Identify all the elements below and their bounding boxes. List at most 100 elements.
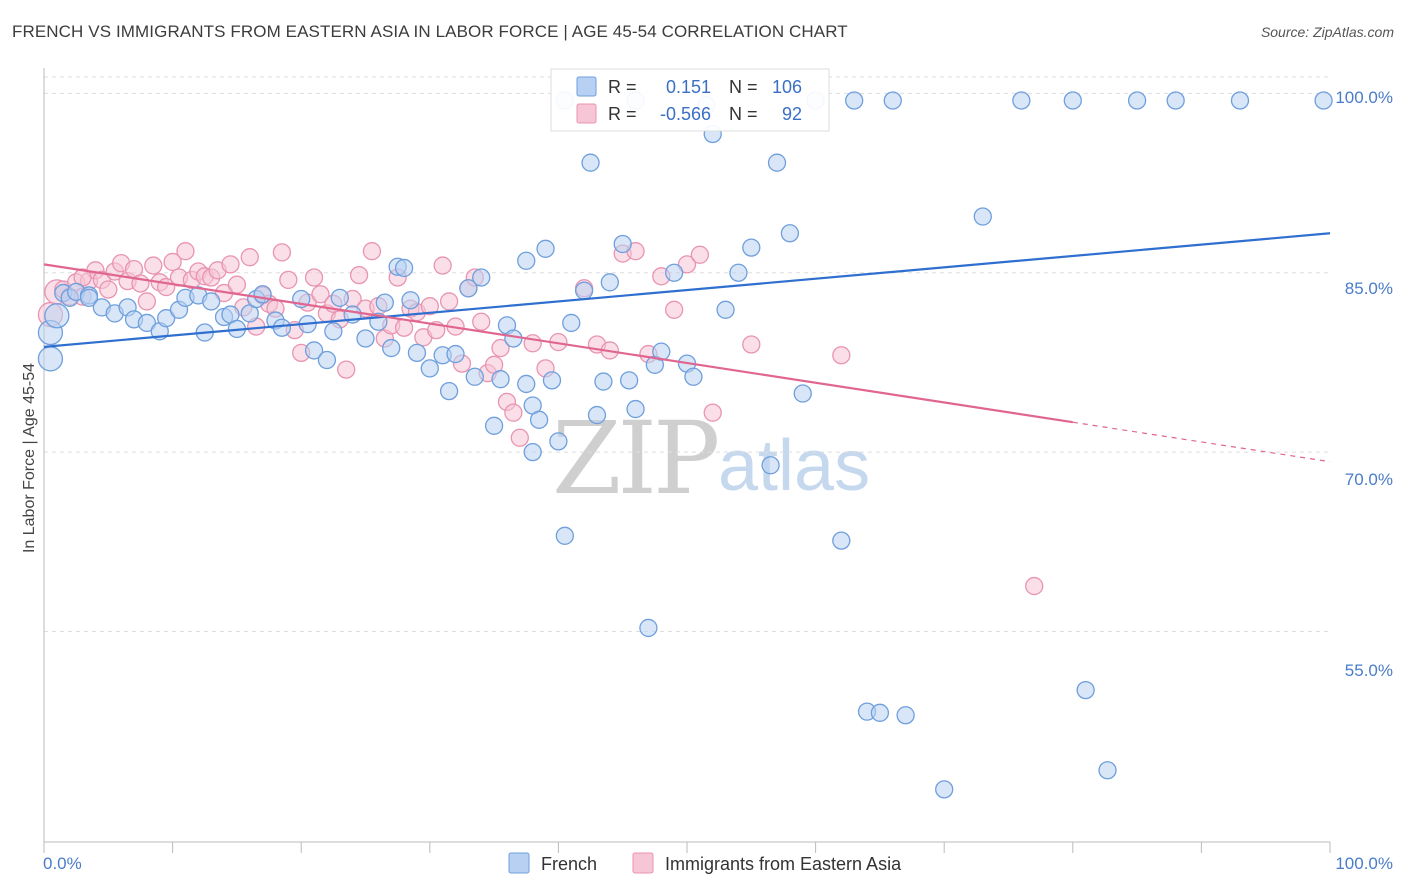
point-immigrants: [362, 242, 382, 261]
legend-n-label: N =: [729, 104, 758, 124]
point-french: [870, 703, 890, 722]
point-french: [420, 359, 439, 378]
point-french: [1076, 680, 1095, 700]
point-french: [761, 456, 780, 475]
point-french: [562, 313, 581, 333]
y-tick-label: 85.0%: [1345, 279, 1393, 298]
point-french: [401, 291, 420, 310]
legend-n-value: 106: [772, 77, 802, 97]
point-immigrants: [304, 268, 324, 287]
point-french: [529, 410, 549, 429]
point-french: [504, 329, 523, 348]
legend-bottom: French Immigrants from Eastern Asia: [508, 852, 902, 874]
point-immigrants: [137, 292, 157, 311]
legend-r-label: R =: [608, 104, 637, 124]
point-french: [37, 346, 64, 372]
legend-r-value: -0.566: [660, 104, 711, 124]
point-immigrants: [439, 292, 459, 311]
legend-bottom-swatch-french: [508, 852, 530, 874]
trend-line-immigrants: [43, 263, 1073, 424]
point-immigrants: [472, 312, 491, 331]
point-french: [1127, 91, 1147, 110]
point-french: [472, 268, 491, 287]
point-immigrants: [99, 280, 118, 299]
point-immigrants: [221, 255, 240, 274]
point-french: [330, 288, 349, 307]
point-french: [324, 322, 343, 341]
point-french: [375, 293, 394, 312]
legend-n-label: N =: [729, 77, 758, 97]
point-french: [517, 374, 536, 394]
point-french: [536, 239, 555, 258]
legend-r-label: R =: [608, 77, 637, 97]
point-french: [973, 207, 992, 226]
point-immigrants: [279, 270, 298, 290]
point-french: [555, 526, 574, 545]
point-french: [1098, 761, 1117, 780]
point-french: [382, 338, 401, 358]
point-french: [594, 372, 613, 391]
point-immigrants: [337, 360, 356, 379]
point-french: [664, 263, 684, 282]
point-immigrants: [349, 265, 369, 285]
point-french: [729, 263, 748, 282]
point-french: [491, 370, 510, 389]
point-french: [1166, 91, 1185, 110]
point-french: [1063, 91, 1082, 110]
point-immigrants: [163, 252, 182, 272]
point-french: [1230, 91, 1250, 110]
legend-bottom-swatch-immigrants: [632, 852, 654, 874]
point-immigrants: [176, 242, 195, 261]
point-french: [574, 281, 594, 300]
point-french: [883, 91, 902, 110]
y-tick-label: 55.0%: [1345, 661, 1393, 680]
point-immigrants: [510, 428, 529, 447]
point-french: [600, 273, 619, 292]
legend-r-value: 0.151: [666, 77, 711, 97]
point-immigrants: [394, 318, 414, 337]
y-axis-label: In Labor Force | Age 45-54: [21, 363, 38, 553]
legend-swatch-immigrants: [576, 103, 597, 124]
point-french: [581, 153, 600, 172]
point-french: [767, 153, 787, 172]
legend-bottom-label-french: French: [541, 854, 597, 874]
point-french: [484, 416, 504, 435]
point-french: [79, 288, 99, 307]
legend-n-value: 92: [782, 104, 802, 124]
point-french: [626, 399, 645, 419]
point-french: [549, 432, 568, 451]
y-gridlines: [44, 76, 1330, 633]
watermark-zip: ZIP: [552, 400, 717, 517]
point-immigrants: [504, 403, 523, 422]
chart-title: FRENCH VS IMMIGRANTS FROM EASTERN ASIA I…: [12, 22, 848, 41]
point-french: [517, 251, 536, 270]
point-french: [793, 384, 812, 403]
legend-top: R = 0.151 N = 106 R = -0.566 N = 92: [550, 68, 830, 132]
point-french: [317, 350, 337, 370]
point-french: [896, 706, 915, 725]
point-french: [459, 279, 478, 298]
point-french: [356, 329, 375, 348]
point-french: [613, 234, 632, 254]
point-french: [439, 381, 459, 401]
point-french: [639, 618, 658, 638]
point-french: [587, 405, 607, 425]
point-french: [137, 313, 157, 333]
point-french: [1314, 91, 1333, 110]
trend-line-extension-immigrants: [1072, 421, 1331, 463]
point-immigrants: [227, 275, 247, 294]
x-tick-label-min: 0.0%: [43, 854, 82, 873]
trend-line-french: [43, 232, 1331, 348]
axes: [43, 68, 1331, 853]
point-french: [832, 531, 851, 550]
point-french: [742, 238, 761, 257]
point-french: [542, 371, 562, 390]
point-french: [157, 309, 176, 328]
y-tick-labels: 100.0% 85.0% 70.0% 55.0%: [1335, 88, 1393, 680]
x-tick-label-max: 100.0%: [1335, 854, 1393, 873]
point-french: [446, 344, 465, 364]
point-french: [407, 343, 427, 363]
point-french: [523, 442, 542, 462]
point-immigrants: [690, 245, 710, 264]
